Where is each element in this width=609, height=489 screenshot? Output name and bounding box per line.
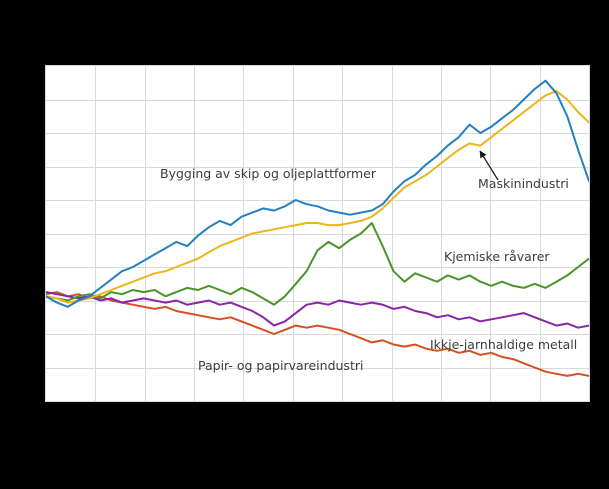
series-line-paper [46, 291, 589, 377]
label-paper: Papir- og papirvareindustri [198, 358, 364, 373]
plot-area [45, 65, 590, 402]
series-line-metals [46, 291, 589, 329]
series-line-chemicals [46, 222, 589, 306]
series-line-machinery [46, 90, 589, 304]
label-shipbuilding: Bygging av skip og oljeplattformer [160, 166, 376, 181]
label-machinery: Maskinindustri [478, 176, 569, 191]
series-lines [46, 79, 589, 377]
series-line-shipbuilding [46, 79, 589, 308]
label-chemicals: Kjemiske råvarer [444, 249, 550, 264]
label-metals: Ikkje-jarnhaldige metall [430, 337, 578, 352]
machinery-annotation-arrow [479, 150, 499, 181]
line-chart [46, 66, 589, 401]
